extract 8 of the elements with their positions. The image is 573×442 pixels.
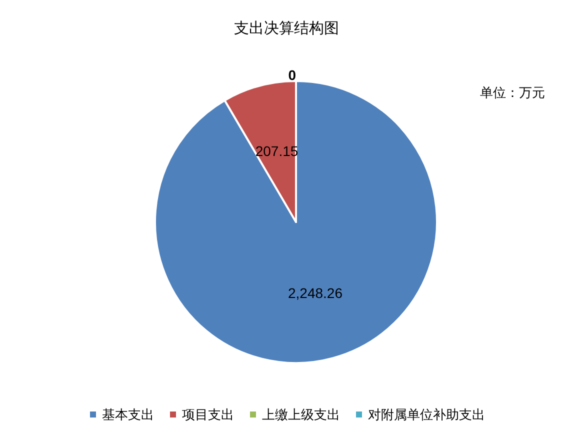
text: 单位：万元 xyxy=(480,85,545,100)
legend-label: 项目支出 xyxy=(182,407,234,422)
text: 0 xyxy=(288,67,296,83)
data-label: 2,248.26 xyxy=(288,284,343,301)
legend-label: 上缴上级支出 xyxy=(262,407,340,422)
chart-title: 支出决算结构图 xyxy=(234,20,339,37)
legend-label: 对附属单位补助支出 xyxy=(368,407,485,422)
legend-label: 基本支出 xyxy=(102,407,154,422)
